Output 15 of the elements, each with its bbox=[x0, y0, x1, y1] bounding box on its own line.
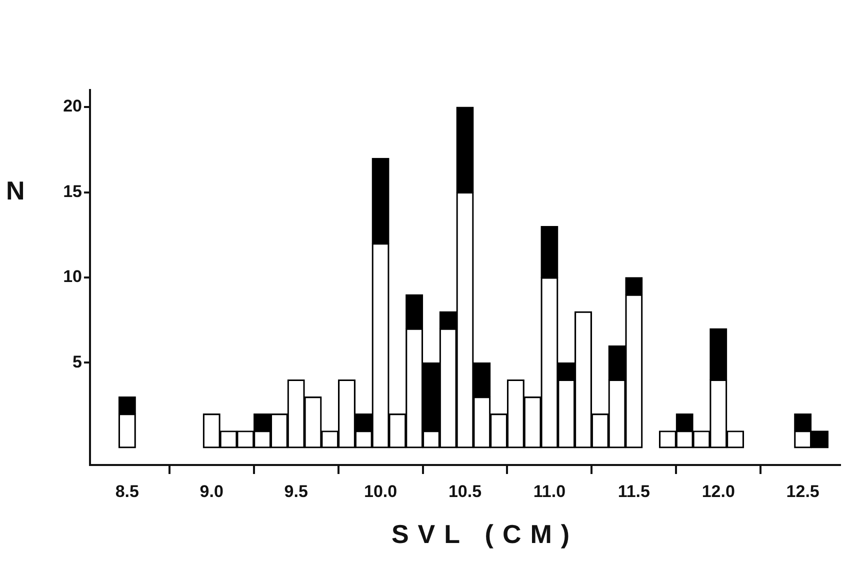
y-tick-label: 5 bbox=[72, 352, 82, 372]
y-tick-label: 20 bbox=[63, 96, 82, 116]
x-tick-label: 11.0 bbox=[533, 482, 566, 501]
y-axis-title: N bbox=[6, 175, 25, 206]
x-tick-label: 9.5 bbox=[284, 482, 308, 501]
y-tick-label: 15 bbox=[63, 182, 82, 201]
x-tick-label: 8.5 bbox=[115, 482, 139, 501]
x-tick-label: 10.0 bbox=[364, 482, 398, 501]
x-tick-label: 12.0 bbox=[702, 482, 735, 501]
x-axis-title: SVL (CM) bbox=[391, 519, 579, 550]
x-tick-label: 9.0 bbox=[200, 482, 224, 501]
y-tick-label: 10 bbox=[63, 267, 82, 286]
x-tick-label: 10.5 bbox=[448, 482, 482, 501]
x-tick-label: 11.5 bbox=[618, 482, 650, 501]
x-tick-label: 12.5 bbox=[786, 482, 820, 501]
